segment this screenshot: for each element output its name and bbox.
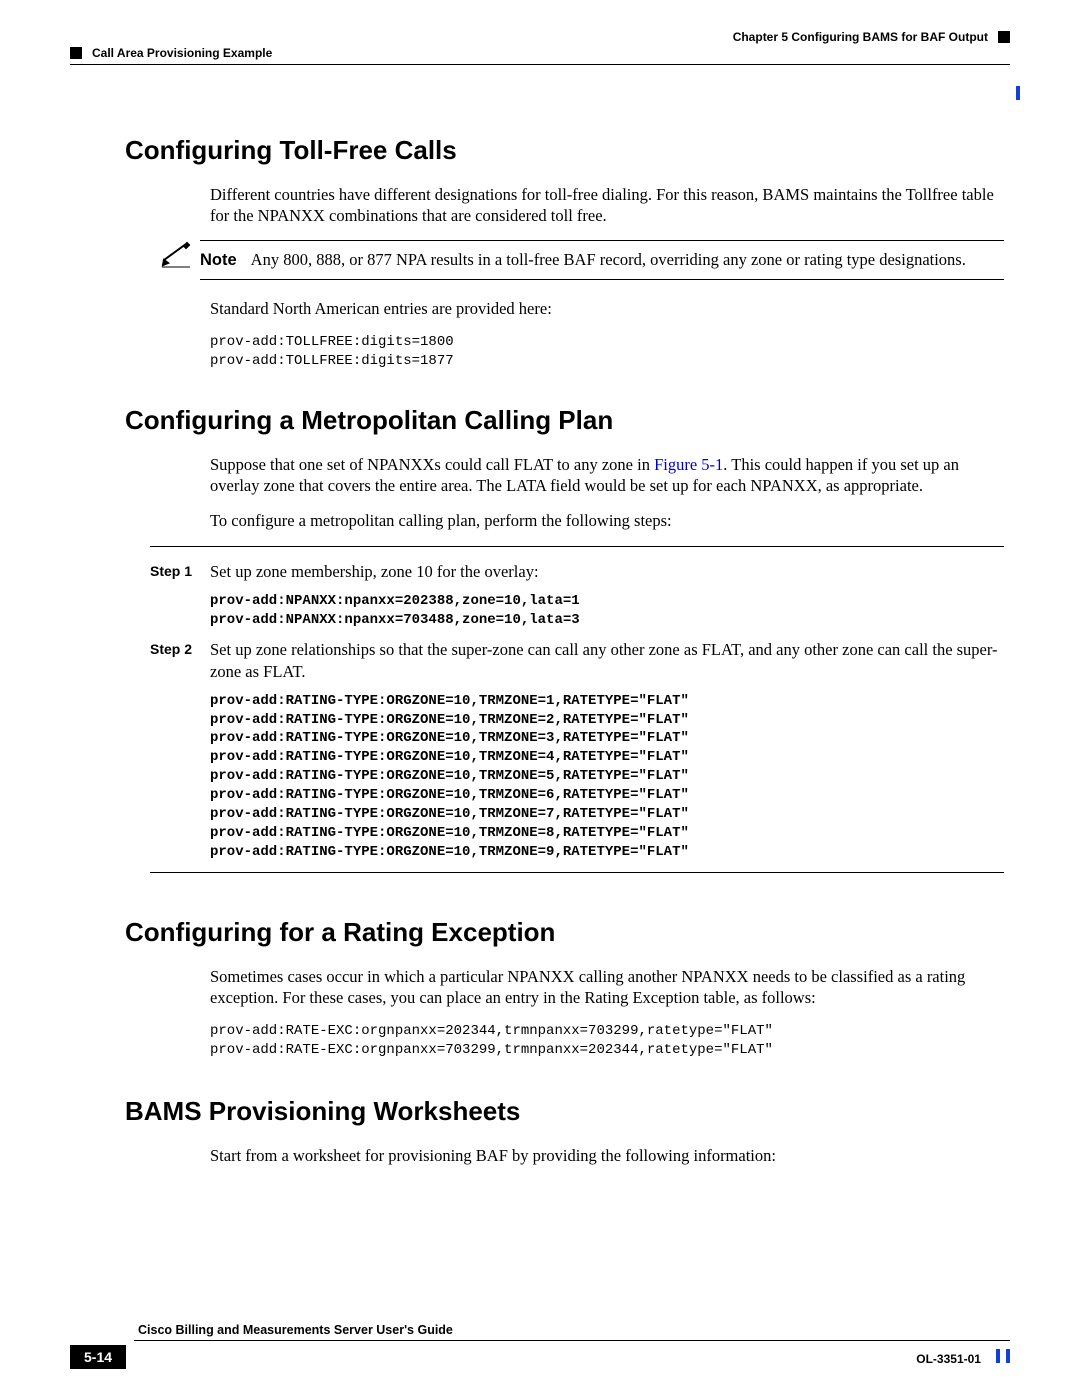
step-1-label: Step 1 (150, 561, 210, 582)
step-2-row: Step 2 Set up zone relationships so that… (150, 639, 1004, 681)
note-body: Any 800, 888, or 877 NPA results in a to… (251, 250, 966, 269)
step-2-code: prov-add:RATING-TYPE:ORGZONE=10,TRMZONE=… (210, 692, 1010, 862)
heading-tollfree: Configuring Toll-Free Calls (125, 135, 1010, 166)
chapter-label: Chapter 5 Configuring BAMS for BAF Outpu… (733, 30, 988, 44)
change-bar-icon (1006, 1349, 1010, 1363)
tollfree-para-2: Standard North American entries are prov… (210, 298, 1004, 319)
change-bar-icon (1016, 86, 1020, 105)
footer-row: 5-14 OL-3351-01 (70, 1345, 1010, 1369)
note-label: Note (200, 251, 237, 269)
note-text-container: Note Any 800, 888, or 877 NPA results in … (200, 240, 1004, 280)
page-container: Chapter 5 Configuring BAMS for BAF Outpu… (0, 0, 1080, 1220)
subheader-marker-icon (70, 47, 82, 59)
section-breadcrumb: Call Area Provisioning Example (92, 46, 272, 60)
step-1-code: prov-add:NPANXX:npanxx=202388,zone=10,la… (210, 592, 1010, 630)
page-subheader: Call Area Provisioning Example (70, 46, 1010, 60)
steps-divider-bottom (150, 872, 1004, 873)
doc-number: OL-3351-01 (916, 1352, 981, 1366)
metro-para-1-pre: Suppose that one set of NPANXXs could ca… (210, 455, 654, 474)
footer-title: Cisco Billing and Measurements Server Us… (138, 1323, 453, 1337)
tollfree-code: prov-add:TOLLFREE:digits=1800 prov-add:T… (210, 333, 1010, 371)
tollfree-para-1: Different countries have different desig… (210, 184, 1004, 226)
heading-rating: Configuring for a Rating Exception (125, 917, 1010, 948)
header-marker-icon (998, 31, 1010, 43)
step-1-text: Set up zone membership, zone 10 for the … (210, 561, 1004, 582)
heading-metro: Configuring a Metropolitan Calling Plan (125, 405, 1010, 436)
footer-right-group: OL-3351-01 (916, 1349, 1010, 1366)
note-block: Note Any 800, 888, or 877 NPA results in … (160, 240, 1004, 280)
page-number: 5-14 (70, 1345, 126, 1369)
subheader-left: Call Area Provisioning Example (70, 46, 272, 60)
rating-para: Sometimes cases occur in which a particu… (210, 966, 1004, 1008)
header-divider (70, 64, 1010, 65)
rating-code: prov-add:RATE-EXC:orgnpanxx=202344,trmnp… (210, 1022, 1010, 1060)
step-1-row: Step 1 Set up zone membership, zone 10 f… (150, 561, 1004, 582)
figure-link[interactable]: Figure 5-1 (654, 455, 723, 474)
page-header: Chapter 5 Configuring BAMS for BAF Outpu… (70, 30, 1010, 44)
worksheets-para: Start from a worksheet for provisioning … (210, 1145, 1004, 1166)
note-icon (160, 240, 200, 275)
heading-worksheets: BAMS Provisioning Worksheets (125, 1096, 1010, 1127)
steps-divider-top (150, 546, 1004, 547)
metro-para-1: Suppose that one set of NPANXXs could ca… (210, 454, 1004, 496)
change-bar-icon (996, 1349, 1000, 1363)
step-2-label: Step 2 (150, 639, 210, 681)
step-2-text: Set up zone relationships so that the su… (210, 639, 1004, 681)
header-right: Chapter 5 Configuring BAMS for BAF Outpu… (733, 30, 1010, 44)
metro-para-2: To configure a metropolitan calling plan… (210, 510, 1004, 531)
footer-divider (134, 1340, 1010, 1341)
page-footer: Cisco Billing and Measurements Server Us… (70, 1340, 1010, 1369)
